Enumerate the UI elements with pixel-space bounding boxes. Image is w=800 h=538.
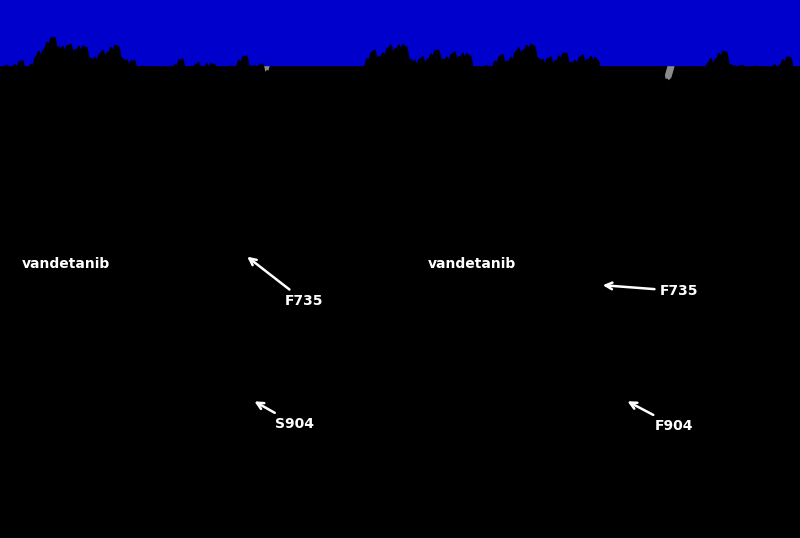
Circle shape <box>598 267 608 278</box>
Circle shape <box>255 387 259 391</box>
Circle shape <box>266 267 290 291</box>
Circle shape <box>207 270 221 283</box>
Circle shape <box>626 381 634 389</box>
Circle shape <box>474 262 506 294</box>
Circle shape <box>258 398 266 406</box>
Circle shape <box>596 292 604 300</box>
Circle shape <box>564 264 592 292</box>
Circle shape <box>272 211 280 219</box>
Circle shape <box>4 264 40 300</box>
Circle shape <box>226 267 239 281</box>
Text: vandetanib: vandetanib <box>428 257 516 271</box>
Circle shape <box>144 264 176 296</box>
Circle shape <box>149 269 163 283</box>
Circle shape <box>583 269 594 281</box>
Circle shape <box>529 262 561 294</box>
Circle shape <box>240 262 268 290</box>
Circle shape <box>270 271 280 281</box>
Circle shape <box>83 270 99 286</box>
Circle shape <box>266 235 271 239</box>
Text: F735: F735 <box>250 258 323 308</box>
Circle shape <box>478 267 493 281</box>
Circle shape <box>534 267 548 281</box>
Circle shape <box>427 267 463 303</box>
Circle shape <box>183 267 213 297</box>
Circle shape <box>250 160 260 170</box>
Circle shape <box>402 264 438 300</box>
Circle shape <box>167 271 182 285</box>
Circle shape <box>616 411 624 419</box>
Circle shape <box>254 181 259 186</box>
Circle shape <box>620 396 628 404</box>
Circle shape <box>244 221 252 229</box>
Circle shape <box>259 269 270 281</box>
Circle shape <box>253 180 263 190</box>
Circle shape <box>78 264 114 300</box>
Circle shape <box>162 266 194 298</box>
Circle shape <box>407 270 424 286</box>
Circle shape <box>255 265 281 291</box>
Circle shape <box>249 202 253 206</box>
Circle shape <box>627 382 630 386</box>
Text: F735: F735 <box>606 282 698 298</box>
Circle shape <box>187 272 201 285</box>
Circle shape <box>59 270 75 286</box>
Circle shape <box>602 282 606 286</box>
Circle shape <box>551 267 565 281</box>
Circle shape <box>203 265 233 295</box>
Circle shape <box>54 264 90 300</box>
Circle shape <box>597 293 601 297</box>
Circle shape <box>601 254 609 262</box>
Circle shape <box>622 397 625 401</box>
Circle shape <box>106 265 122 281</box>
Circle shape <box>631 405 635 409</box>
Circle shape <box>261 216 265 221</box>
Circle shape <box>450 264 486 300</box>
Circle shape <box>622 364 630 372</box>
Circle shape <box>251 161 256 166</box>
Circle shape <box>510 262 542 294</box>
Circle shape <box>606 269 609 273</box>
Circle shape <box>455 270 472 286</box>
Circle shape <box>623 365 627 369</box>
Text: vandetanib: vandetanib <box>22 257 110 271</box>
Circle shape <box>547 263 577 293</box>
Circle shape <box>604 268 612 276</box>
Circle shape <box>259 399 262 403</box>
Circle shape <box>601 281 609 289</box>
Circle shape <box>30 264 66 300</box>
Circle shape <box>100 260 136 296</box>
Circle shape <box>594 264 618 288</box>
Circle shape <box>492 262 524 294</box>
Circle shape <box>515 267 530 281</box>
Circle shape <box>10 270 26 286</box>
Circle shape <box>602 255 606 259</box>
Circle shape <box>618 412 621 416</box>
Text: F904: F904 <box>630 402 694 433</box>
Circle shape <box>630 404 638 412</box>
Circle shape <box>244 266 257 279</box>
Circle shape <box>273 212 277 216</box>
Circle shape <box>122 258 158 294</box>
Circle shape <box>265 233 275 243</box>
Circle shape <box>608 291 616 299</box>
Circle shape <box>221 263 251 293</box>
Circle shape <box>245 222 249 226</box>
Circle shape <box>259 215 269 225</box>
Circle shape <box>432 272 449 288</box>
Circle shape <box>254 386 262 394</box>
Circle shape <box>35 270 51 286</box>
Circle shape <box>247 200 257 210</box>
Text: S904: S904 <box>257 403 314 431</box>
Circle shape <box>610 292 613 296</box>
Circle shape <box>497 267 511 281</box>
Circle shape <box>127 264 144 280</box>
Circle shape <box>579 265 605 291</box>
Circle shape <box>568 268 581 281</box>
